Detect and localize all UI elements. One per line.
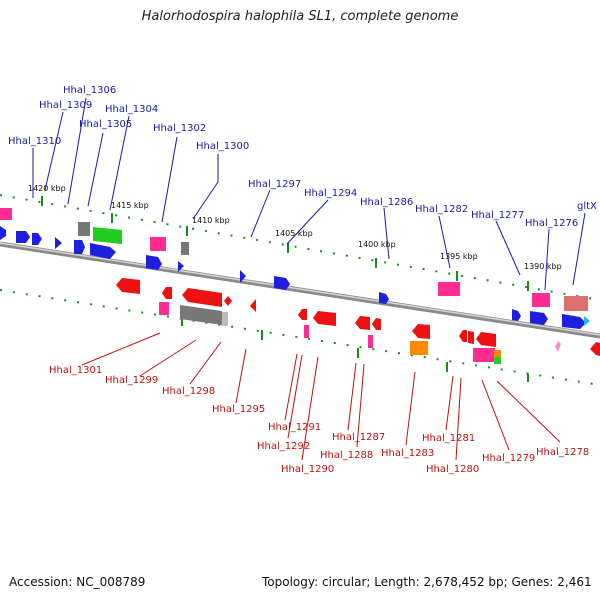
gene-arrow bbox=[590, 342, 600, 356]
forward-strand-genes bbox=[0, 226, 586, 329]
gene-label[interactable]: Hhal_1297 bbox=[248, 179, 301, 190]
gene-arrow bbox=[274, 276, 290, 290]
gene-arrow bbox=[178, 261, 184, 272]
gene-arrow bbox=[379, 292, 389, 304]
gene-arrow bbox=[459, 330, 467, 342]
upper-tick-track bbox=[0, 194, 600, 301]
gene-arrow bbox=[512, 309, 521, 321]
gene-label[interactable]: Hhal_1283 bbox=[381, 448, 434, 459]
gene-label[interactable]: Hhal_1278 bbox=[536, 447, 589, 458]
kbp-label: 1415 kbp bbox=[111, 201, 149, 210]
gene-arrow bbox=[74, 240, 85, 254]
gene-label[interactable]: Hhal_1309 bbox=[39, 100, 92, 111]
gene-label[interactable]: Hhal_1280 bbox=[426, 464, 479, 475]
kbp-label: 1405 kbp bbox=[275, 229, 313, 238]
top-leader-lines bbox=[32, 97, 586, 291]
gene-arrow bbox=[55, 237, 62, 249]
gene-label[interactable]: Hhal_1295 bbox=[212, 404, 265, 415]
gene-arrow bbox=[530, 311, 548, 325]
gene-label[interactable]: Hhal_1279 bbox=[482, 453, 535, 464]
gene-label[interactable]: Hhal_1299 bbox=[105, 375, 158, 386]
kbp-label: 1390 kbp bbox=[524, 262, 562, 271]
genome-backbone bbox=[0, 241, 600, 339]
gene-label[interactable]: Hhal_1300 bbox=[196, 141, 249, 152]
gene-label[interactable]: Hhal_1292 bbox=[257, 441, 310, 452]
gene-arrow bbox=[16, 231, 30, 243]
gene-arrow bbox=[90, 243, 116, 259]
bottom-leader-lines bbox=[81, 332, 561, 461]
gene-arrow bbox=[562, 314, 586, 329]
gene-arrow bbox=[162, 287, 172, 299]
gene-arrow bbox=[372, 318, 381, 330]
gene-label[interactable]: Hhal_1306 bbox=[63, 85, 116, 96]
kbp-label: 1400 kbp bbox=[358, 240, 396, 249]
gene-arrow bbox=[224, 296, 232, 306]
gene-arrow bbox=[584, 316, 590, 326]
gene-label[interactable]: Hhal_1301 bbox=[49, 365, 102, 376]
gene-label[interactable]: gltX bbox=[577, 201, 597, 212]
lower-features bbox=[159, 302, 561, 364]
gene-arrow bbox=[32, 233, 42, 245]
gene-arrow bbox=[355, 316, 370, 330]
reverse-strand-genes bbox=[116, 278, 600, 356]
gene-label[interactable]: Hhal_1291 bbox=[268, 422, 321, 433]
gene-arrow bbox=[468, 331, 474, 344]
gene-arrow bbox=[298, 309, 307, 320]
gene-label[interactable]: Hhal_1294 bbox=[304, 188, 357, 199]
map-title: Halorhodospira halophila SL1, complete g… bbox=[141, 9, 459, 24]
kbp-label: 1410 kbp bbox=[192, 216, 230, 225]
gene-arrow bbox=[116, 278, 140, 294]
gene-arrow bbox=[250, 299, 256, 312]
gene-label[interactable]: Hhal_1282 bbox=[415, 204, 468, 215]
gene-label[interactable]: Hhal_1298 bbox=[162, 386, 215, 397]
gene-arrow bbox=[240, 270, 246, 283]
gene-label[interactable]: Hhal_1302 bbox=[153, 123, 206, 134]
gene-arrow bbox=[182, 288, 222, 307]
accession-text: Accession: NC_008789 bbox=[9, 575, 146, 589]
gene-arrow bbox=[0, 226, 6, 240]
gene-label[interactable]: Hhal_1281 bbox=[422, 433, 475, 444]
gene-label[interactable]: Hhal_1290 bbox=[281, 464, 334, 475]
gene-arrow bbox=[476, 332, 496, 347]
topology-text: Topology: circular; Length: 2,678,452 bp… bbox=[262, 575, 592, 589]
gene-arrow bbox=[412, 324, 430, 339]
major-ticks bbox=[41, 196, 529, 382]
gene-label[interactable]: Hhal_1276 bbox=[525, 218, 578, 229]
upper-features bbox=[0, 208, 588, 311]
gene-label[interactable]: Hhal_1286 bbox=[360, 197, 413, 208]
kbp-label: 1395 kbp bbox=[440, 252, 478, 261]
gene-label[interactable]: Hhal_1287 bbox=[332, 432, 385, 443]
kbp-label: 1420 kbp bbox=[28, 184, 66, 193]
gene-label[interactable]: Hhal_1305 bbox=[79, 119, 132, 130]
gene-label[interactable]: Hhal_1304 bbox=[105, 104, 158, 115]
gene-label[interactable]: Hhal_1277 bbox=[471, 210, 524, 221]
gene-arrow bbox=[146, 255, 162, 270]
gene-label[interactable]: Hhal_1310 bbox=[8, 136, 61, 147]
gene-arrow bbox=[313, 311, 336, 326]
gene-label[interactable]: Hhal_1288 bbox=[320, 450, 373, 461]
